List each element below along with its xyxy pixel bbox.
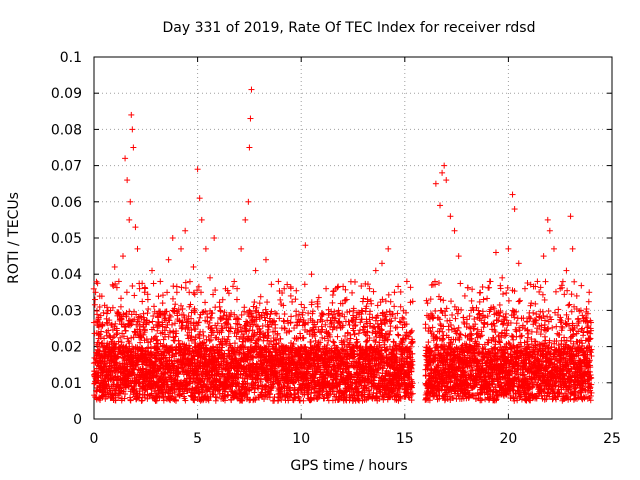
- data-point: [101, 335, 108, 342]
- x-tick-label: 10: [292, 431, 310, 447]
- y-tick-label: 0.03: [51, 303, 82, 319]
- data-point: [102, 362, 109, 369]
- y-tick-label: 0.1: [60, 50, 82, 66]
- x-tick-label: 15: [396, 431, 414, 447]
- data-point: [115, 394, 122, 401]
- data-point: [112, 358, 119, 365]
- x-tick-label: 5: [193, 431, 202, 447]
- data-point: [103, 315, 110, 322]
- data-point: [94, 280, 101, 287]
- data-point: [112, 320, 119, 327]
- data-point: [97, 312, 104, 319]
- data-point: [97, 331, 104, 338]
- data-point: [123, 289, 130, 296]
- data-point: [107, 375, 114, 382]
- data-point: [100, 309, 107, 316]
- data-point: [106, 317, 113, 324]
- y-tick-label: 0: [73, 412, 82, 428]
- data-point: [98, 328, 105, 335]
- data-point: [93, 355, 100, 362]
- data-point: [113, 341, 120, 348]
- y-tick-label: 0.06: [51, 195, 82, 211]
- data-point: [118, 339, 125, 346]
- data-point: [113, 284, 120, 291]
- y-tick-label: 0.01: [51, 376, 82, 392]
- data-point: [104, 320, 111, 327]
- data-point: [93, 388, 100, 395]
- data-point: [112, 397, 119, 404]
- data-point: [94, 311, 101, 318]
- data-point: [97, 397, 104, 404]
- data-point: [99, 322, 106, 329]
- data-point: [95, 323, 102, 330]
- data-point: [104, 304, 111, 311]
- data-point: [98, 293, 105, 300]
- data-point: [112, 280, 119, 287]
- data-point: [120, 333, 127, 340]
- data-point: [121, 324, 128, 331]
- data-point: [90, 285, 97, 292]
- x-tick-label: 0: [90, 431, 99, 447]
- data-point: [93, 387, 100, 394]
- axis-ticks: 0 5 10 15 20 25 0 0.01 0.02 0.03 0.04 0.05 0.06 0.07 0…: [51, 50, 621, 447]
- data-point: [92, 289, 99, 296]
- data-point: [97, 334, 104, 341]
- y-tick-label: 0.07: [51, 159, 82, 175]
- x-tick-label: 25: [603, 431, 621, 447]
- data-point: [118, 295, 125, 302]
- data-points: [90, 86, 595, 404]
- data-point: [118, 316, 125, 323]
- y-tick-label: 0.04: [51, 267, 82, 283]
- data-point: [123, 313, 130, 320]
- data-point: [98, 388, 105, 395]
- data-point: [117, 334, 124, 341]
- x-tick-label: 20: [499, 431, 517, 447]
- data-point: [103, 310, 110, 317]
- data-point: [96, 303, 103, 310]
- data-point: [122, 323, 129, 330]
- data-point: [109, 326, 116, 333]
- data-point: [106, 363, 113, 370]
- data-point: [124, 335, 131, 342]
- y-tick-label: 0.09: [51, 86, 82, 102]
- data-point: [115, 338, 122, 345]
- y-tick-label: 0.02: [51, 340, 82, 356]
- y-tick-label: 0.05: [51, 231, 82, 247]
- data-point: [98, 359, 105, 366]
- data-point: [91, 301, 98, 308]
- grid: [94, 57, 612, 419]
- data-point: [104, 388, 111, 395]
- y-tick-label: 0.08: [51, 122, 82, 138]
- data-point: [122, 391, 129, 398]
- data-point: [120, 311, 127, 318]
